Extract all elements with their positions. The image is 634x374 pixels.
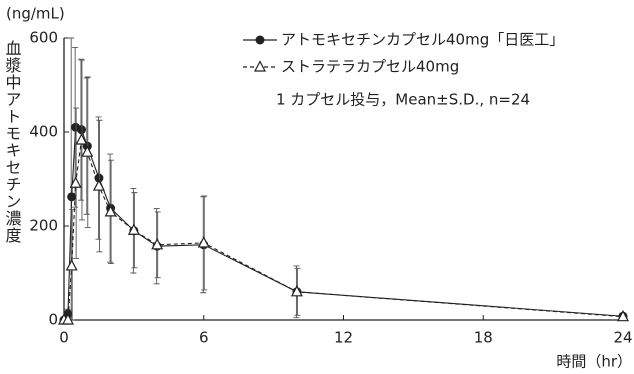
series-line bbox=[63, 126, 624, 321]
legend-marker bbox=[254, 60, 266, 72]
marker bbox=[197, 236, 210, 248]
series-line bbox=[64, 138, 624, 321]
x-tick-label: 18 bbox=[474, 329, 493, 347]
y-tick-label: 400 bbox=[29, 123, 58, 141]
marker bbox=[67, 192, 77, 202]
marker bbox=[81, 145, 94, 157]
marker bbox=[75, 133, 88, 145]
y-tick-label: 0 bbox=[48, 311, 58, 329]
marker bbox=[104, 205, 117, 217]
x-tick-label: 24 bbox=[613, 329, 632, 347]
legend-label: ストラテラカプセル40mg bbox=[281, 58, 459, 76]
marker bbox=[617, 309, 629, 322]
x-tick-label: 6 bbox=[199, 329, 209, 347]
x-axis-label: 時間（hr） bbox=[556, 353, 632, 371]
legend-marker bbox=[255, 35, 265, 45]
y-tick-label: 200 bbox=[29, 217, 58, 235]
x-tick-label: 0 bbox=[59, 329, 69, 347]
marker bbox=[290, 285, 303, 297]
y-tick-label: 600 bbox=[29, 29, 58, 47]
marker bbox=[69, 176, 82, 188]
marker bbox=[76, 125, 86, 135]
marker bbox=[151, 238, 164, 250]
y-unit: (ng/mL) bbox=[6, 5, 65, 23]
marker bbox=[127, 223, 140, 235]
marker bbox=[65, 259, 78, 271]
y-axis-label: 血漿中アトモキセチン濃度 bbox=[3, 40, 22, 244]
note: 1 カプセル投与，Mean±S.D., n=24 bbox=[276, 91, 530, 109]
legend-label: アトモキセチンカプセル40mg「日医工」 bbox=[281, 31, 564, 49]
marker bbox=[61, 313, 74, 325]
x-tick-label: 12 bbox=[334, 329, 353, 347]
marker bbox=[92, 179, 105, 191]
